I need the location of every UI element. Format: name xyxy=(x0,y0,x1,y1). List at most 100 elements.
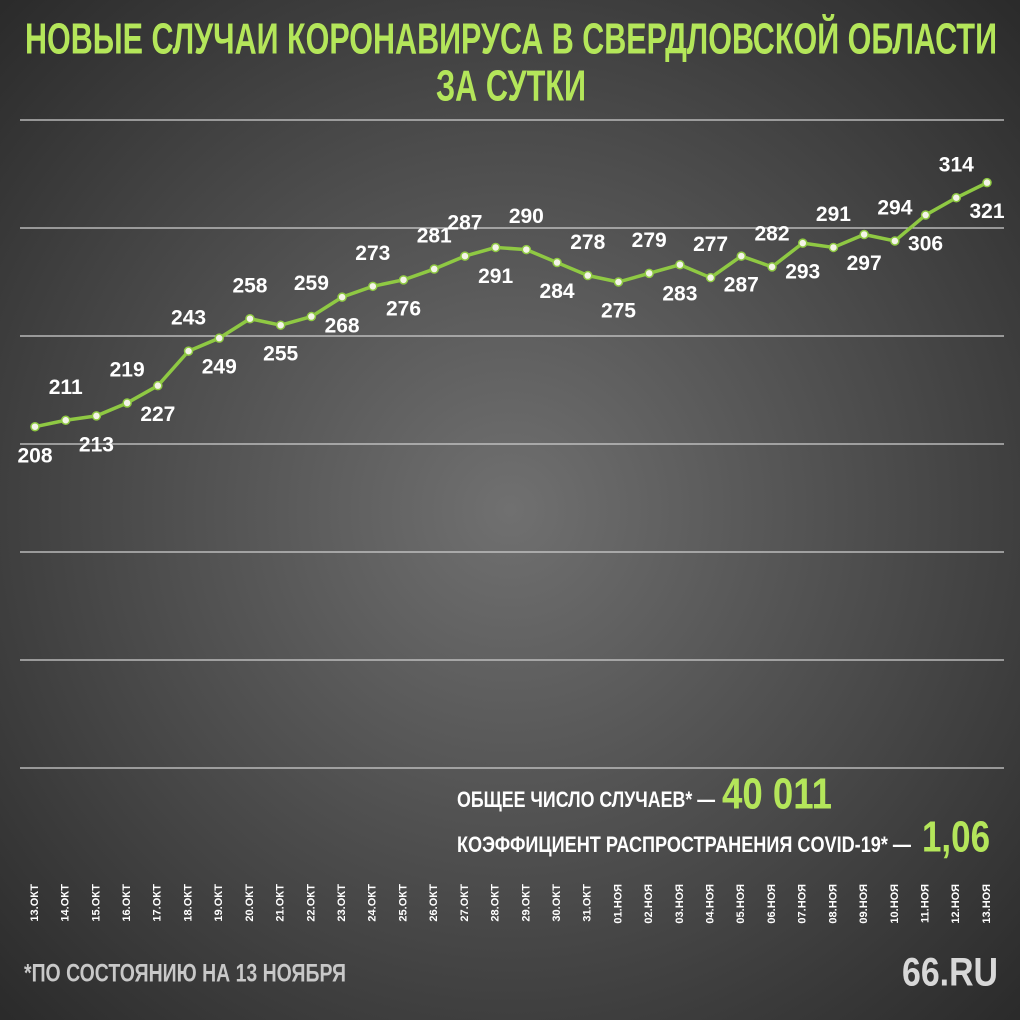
data-point xyxy=(30,421,40,432)
value-label: 219 xyxy=(110,359,145,382)
x-tick-label: 29.ОКТ xyxy=(520,884,532,922)
x-tick-label: 07.НОЯ xyxy=(797,884,809,924)
value-label: 291 xyxy=(816,203,851,226)
x-tick-label: 27.ОКТ xyxy=(459,884,471,922)
data-point xyxy=(890,236,900,246)
value-label: 243 xyxy=(171,307,206,330)
x-tick-label: 23.ОКТ xyxy=(336,884,348,922)
data-line xyxy=(34,181,988,429)
value-label: 290 xyxy=(509,205,544,228)
x-tick-label: 25.ОКТ xyxy=(397,884,409,922)
data-point xyxy=(183,346,194,356)
x-tick-label: 31.ОКТ xyxy=(582,884,594,922)
x-tick-label: 13.НОЯ xyxy=(981,884,993,924)
data-point xyxy=(583,270,593,281)
data-point xyxy=(490,242,501,253)
x-tick-label: 10.НОЯ xyxy=(889,884,901,924)
data-point xyxy=(153,380,163,391)
x-tick-label: 01.НОЯ xyxy=(612,884,624,924)
value-label: 211 xyxy=(49,376,83,399)
value-label: 278 xyxy=(570,231,605,254)
x-tick-label: 05.НОЯ xyxy=(735,884,747,924)
value-label: 287 xyxy=(447,212,482,235)
data-point xyxy=(460,251,470,261)
data-point xyxy=(613,277,624,287)
data-point xyxy=(521,244,532,255)
value-label: 306 xyxy=(908,233,943,256)
x-tick-label: 09.НОЯ xyxy=(858,884,870,924)
x-tick-label: 13.ОКТ xyxy=(29,884,41,922)
x-tick-label: 19.ОКТ xyxy=(213,884,225,922)
x-tick-label: 14.ОКТ xyxy=(60,884,72,922)
value-label: 282 xyxy=(755,222,790,245)
data-point xyxy=(920,210,931,220)
x-tick-label: 15.ОКТ xyxy=(90,884,102,922)
data-point xyxy=(675,259,685,270)
x-tick-label: 18.ОКТ xyxy=(182,884,194,922)
annotation-value: 1,06 xyxy=(922,813,990,862)
value-label: 275 xyxy=(601,300,636,323)
x-tick-label: 03.НОЯ xyxy=(674,884,686,924)
value-label: 284 xyxy=(540,280,575,303)
data-point xyxy=(60,415,71,425)
data-point xyxy=(91,411,102,421)
value-label: 279 xyxy=(632,229,667,252)
value-label: 277 xyxy=(693,233,728,256)
value-label: 273 xyxy=(355,242,390,265)
data-point xyxy=(644,268,654,279)
chart-title: ЗА СУТКИ xyxy=(436,62,586,111)
x-tick-label: 11.НОЯ xyxy=(919,884,931,923)
x-tick-label: 22.ОКТ xyxy=(305,884,317,922)
x-tick-label: 04.НОЯ xyxy=(705,884,717,924)
x-tick-label: 30.ОКТ xyxy=(551,884,563,922)
data-point xyxy=(275,320,286,330)
data-point xyxy=(982,177,992,188)
footnote: *ПО СОСТОЯНИЮ НА 13 НОЯБРЯ xyxy=(24,960,346,988)
value-label: 321 xyxy=(969,200,1004,223)
x-tick-label: 21.ОКТ xyxy=(275,884,287,922)
value-label: 227 xyxy=(140,403,175,426)
x-tick-label: 20.ОКТ xyxy=(244,884,256,922)
value-label: 213 xyxy=(79,433,114,456)
annotation-value: 40 011 xyxy=(722,770,832,819)
value-label: 276 xyxy=(386,297,421,320)
annotation-label: КОЭФФИЦИЕНТ РАСПРОСТРАНЕНИЯ COVID-19* — xyxy=(457,832,911,857)
value-label: 283 xyxy=(662,282,697,305)
data-point xyxy=(705,272,716,283)
value-label: 287 xyxy=(724,274,759,297)
x-tick-label: 02.НОЯ xyxy=(643,884,655,924)
data-point xyxy=(368,281,378,292)
data-point xyxy=(429,264,439,274)
value-label: 258 xyxy=(232,274,267,297)
data-point xyxy=(306,311,317,322)
data-point xyxy=(122,398,132,408)
value-label: 291 xyxy=(478,265,513,288)
data-point xyxy=(951,193,962,203)
logo: 66.RU xyxy=(902,951,998,995)
value-label: 281 xyxy=(417,225,452,248)
data-point xyxy=(245,313,255,324)
x-tick-label: 17.ОКТ xyxy=(152,884,164,922)
data-point xyxy=(828,242,839,253)
data-point xyxy=(767,262,777,272)
x-tick-label: 08.НОЯ xyxy=(827,884,839,924)
value-label: 297 xyxy=(847,252,882,275)
value-label: 314 xyxy=(939,153,974,176)
value-label: 259 xyxy=(294,272,329,295)
x-tick-label: 06.НОЯ xyxy=(766,884,778,924)
data-point xyxy=(337,292,347,302)
value-label: 268 xyxy=(325,315,360,338)
x-tick-label: 26.ОКТ xyxy=(428,884,440,922)
value-label: 208 xyxy=(17,444,52,467)
data-point xyxy=(214,333,225,343)
data-point xyxy=(736,251,747,261)
x-tick-label: 28.ОКТ xyxy=(490,884,502,922)
data-point xyxy=(398,275,409,285)
value-label: 249 xyxy=(202,356,237,379)
x-tick-label: 24.ОКТ xyxy=(367,884,379,922)
chart-title: НОВЫЕ СЛУЧАИ КОРОНАВИРУСА В СВЕРДЛОВСКОЙ… xyxy=(25,13,997,64)
value-label: 294 xyxy=(877,197,912,220)
annotation-label: ОБЩЕЕ ЧИСЛО СЛУЧАЕВ* — xyxy=(457,787,715,812)
